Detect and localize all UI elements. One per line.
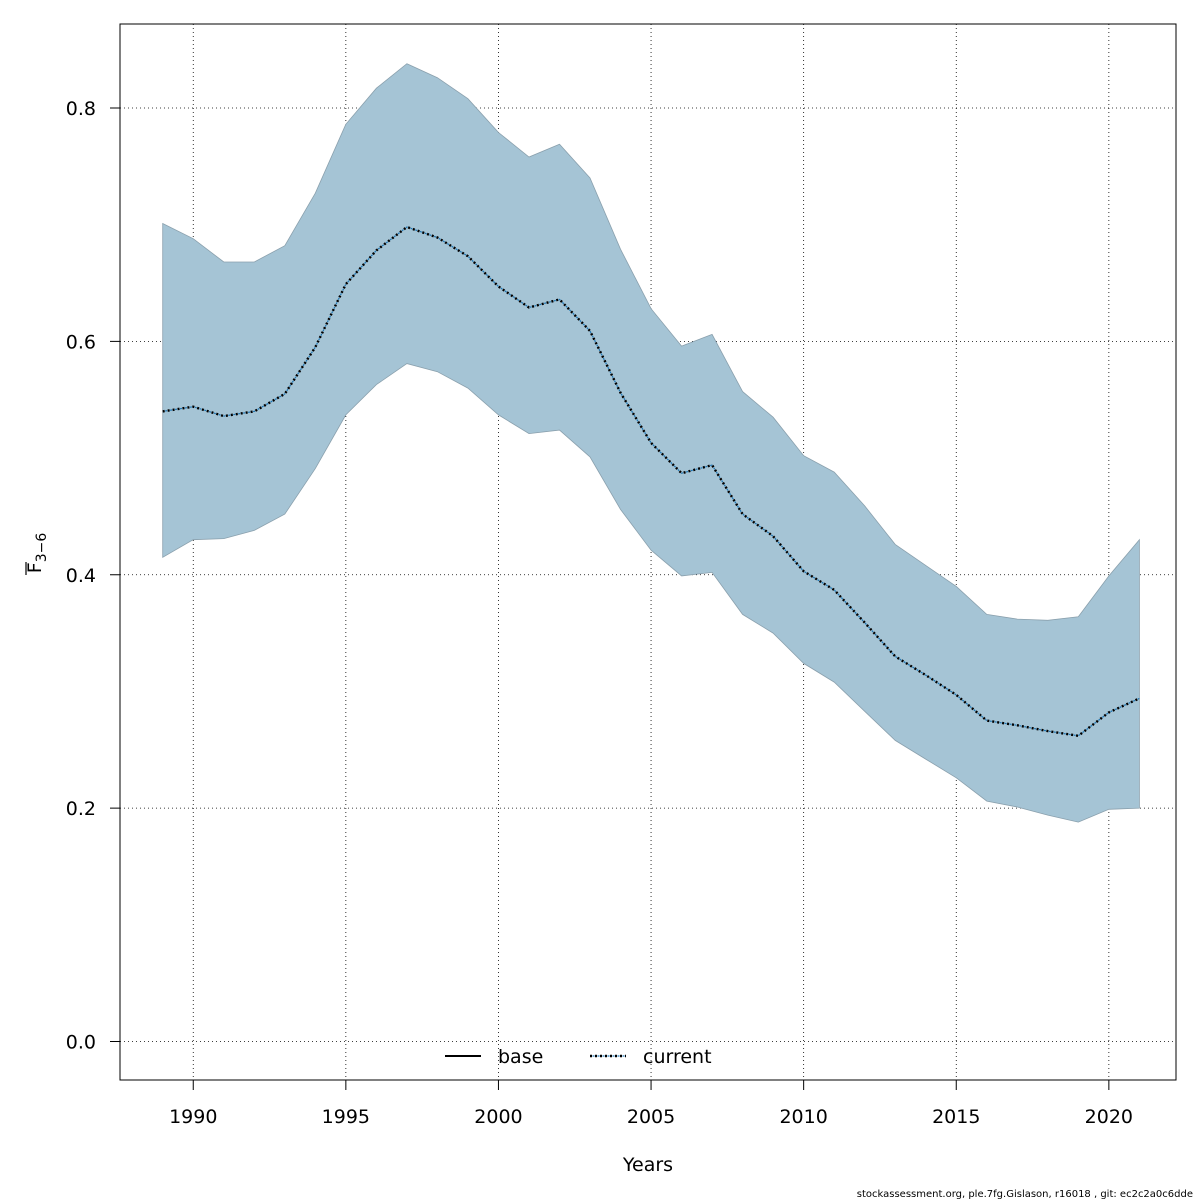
legend: base current bbox=[445, 1046, 712, 1068]
x-tick-label: 2020 bbox=[1085, 1106, 1133, 1128]
confidence-band bbox=[162, 63, 1140, 823]
x-tick-label: 2015 bbox=[932, 1106, 980, 1128]
series-lines bbox=[162, 225, 1140, 738]
y-tick-label: 0.0 bbox=[66, 1031, 96, 1053]
series-line-current bbox=[162, 225, 1140, 738]
x-tick-label: 2010 bbox=[779, 1106, 827, 1128]
x-tick-label: 1995 bbox=[322, 1106, 370, 1128]
plot-frame bbox=[119, 23, 1177, 1081]
y-axis-title: F3−6 bbox=[24, 533, 50, 575]
confidence-band-area bbox=[162, 63, 1140, 823]
legend-label-current: current bbox=[643, 1046, 712, 1068]
x-tick-label: 2005 bbox=[627, 1106, 675, 1128]
y-axis-title-sub: 3−6 bbox=[34, 533, 50, 563]
y-tick-label: 0.6 bbox=[66, 331, 96, 353]
x-tick-label: 1990 bbox=[169, 1106, 217, 1128]
y-tick-label: 0.8 bbox=[66, 98, 96, 120]
legend-label-base: base bbox=[498, 1046, 543, 1068]
x-tick-label: 2000 bbox=[474, 1106, 522, 1128]
series-line-current-accent bbox=[162, 226, 1140, 737]
axes: 1990 1995 2000 2005 2010 2015 2020 0.0 0.2 0.4 0.6… bbox=[66, 98, 1133, 1128]
y-tick-label: 0.4 bbox=[66, 565, 96, 587]
x-axis-title: Years bbox=[622, 1154, 673, 1176]
y-axis-title-main: F bbox=[24, 562, 46, 573]
y-tick-label: 0.2 bbox=[66, 798, 96, 820]
svg-text:F3−6: F3−6 bbox=[24, 533, 50, 574]
footer-credit: stockassessment.org, ple.7fg.Gislason, r… bbox=[857, 1189, 1193, 1200]
